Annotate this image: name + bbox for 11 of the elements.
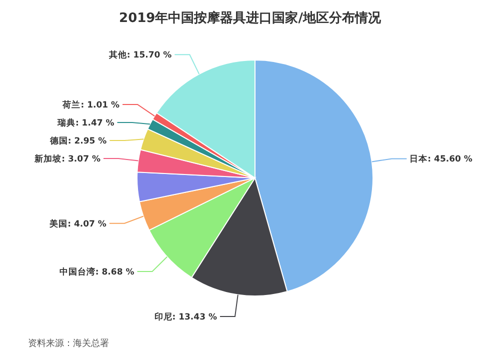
slice-label: 瑞典: 1.47 % xyxy=(56,118,115,129)
slice-label: 荷兰: 1.01 % xyxy=(62,100,120,111)
slice-label: 印尼: 13.43 % xyxy=(154,312,218,323)
slice-label: 新加坡: 3.07 % xyxy=(34,154,101,165)
text: 资料来源：海关总署 xyxy=(28,338,109,349)
chart-title: 2019年中国按摩器具进口国家/地区分布情况 xyxy=(119,10,382,26)
slice-label: 中国台湾: 8.68 % xyxy=(59,266,135,278)
slice-label: 德国: 2.95 % xyxy=(48,136,108,147)
slice-label: 其他: 15.70 % xyxy=(108,50,172,61)
slice-label: 美国: 4.07 % xyxy=(48,218,107,230)
slice-label: 日本: 45.60 % xyxy=(410,154,473,165)
